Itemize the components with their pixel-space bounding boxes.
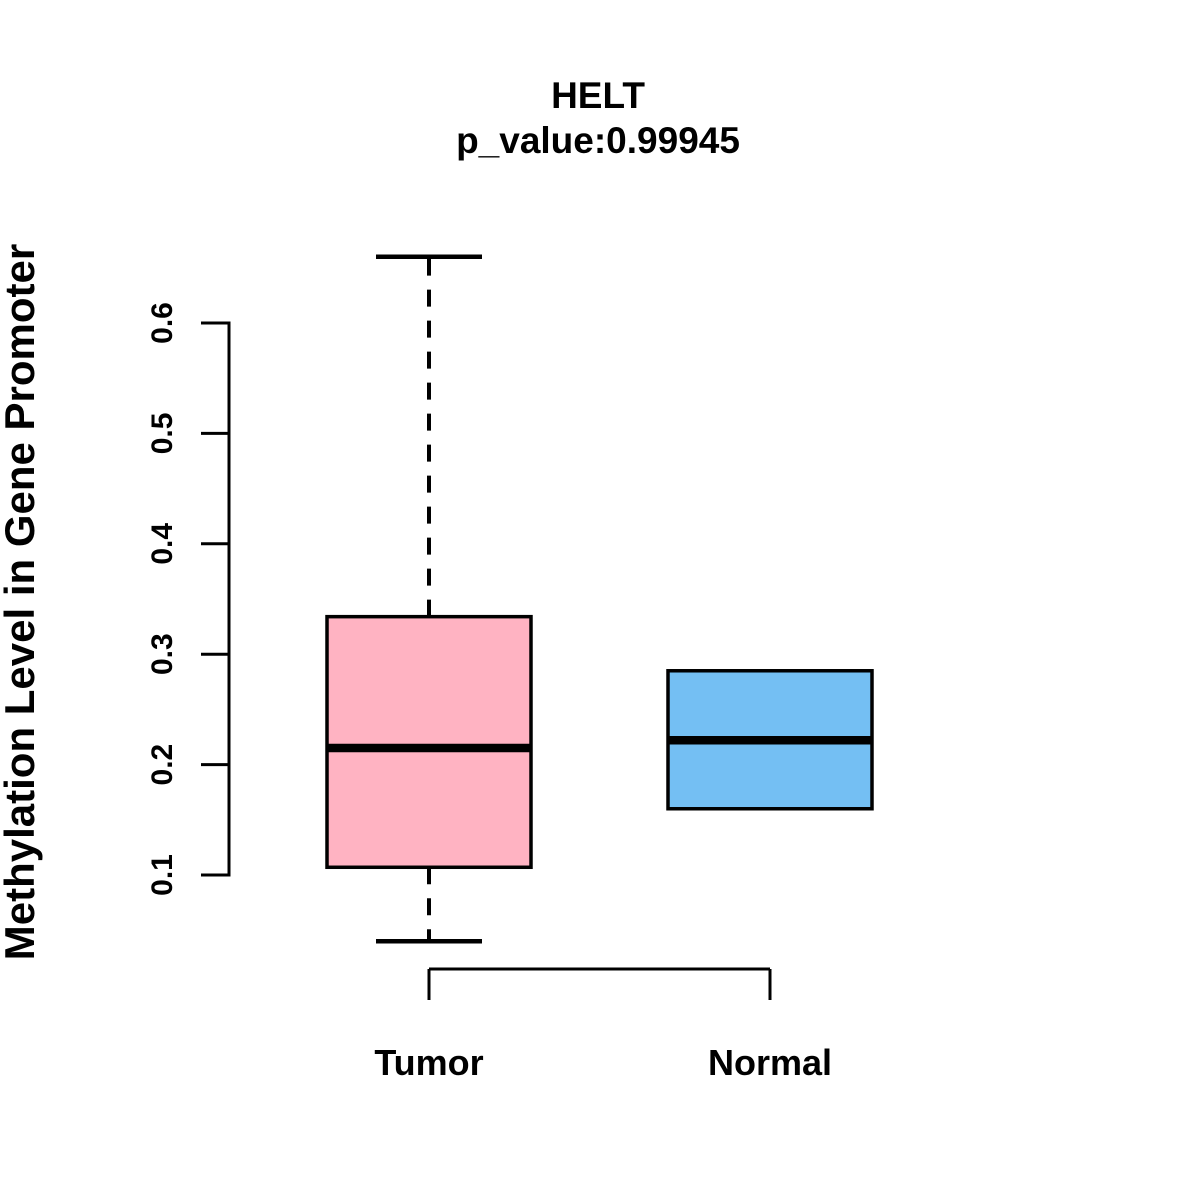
chart-title: HELT	[551, 75, 645, 116]
y-tick-label-0.4: 0.4	[146, 523, 179, 565]
y-tick-label-0.5: 0.5	[146, 413, 179, 455]
y-axis-label: Methylation Level in Gene Promoter	[0, 244, 43, 960]
y-tick-label-0.6: 0.6	[146, 302, 179, 344]
y-tick-label-0.3: 0.3	[146, 633, 179, 675]
y-tick-label-0.2: 0.2	[146, 744, 179, 786]
x-category-label-normal: Normal	[708, 1042, 832, 1083]
y-tick-label-0.1: 0.1	[146, 854, 179, 896]
plot-geometry	[201, 254, 874, 1000]
tumor-box	[325, 614, 533, 870]
x-category-label-tumor: Tumor	[374, 1042, 483, 1083]
chart-subtitle-pvalue: p_value:0.99945	[456, 120, 740, 161]
